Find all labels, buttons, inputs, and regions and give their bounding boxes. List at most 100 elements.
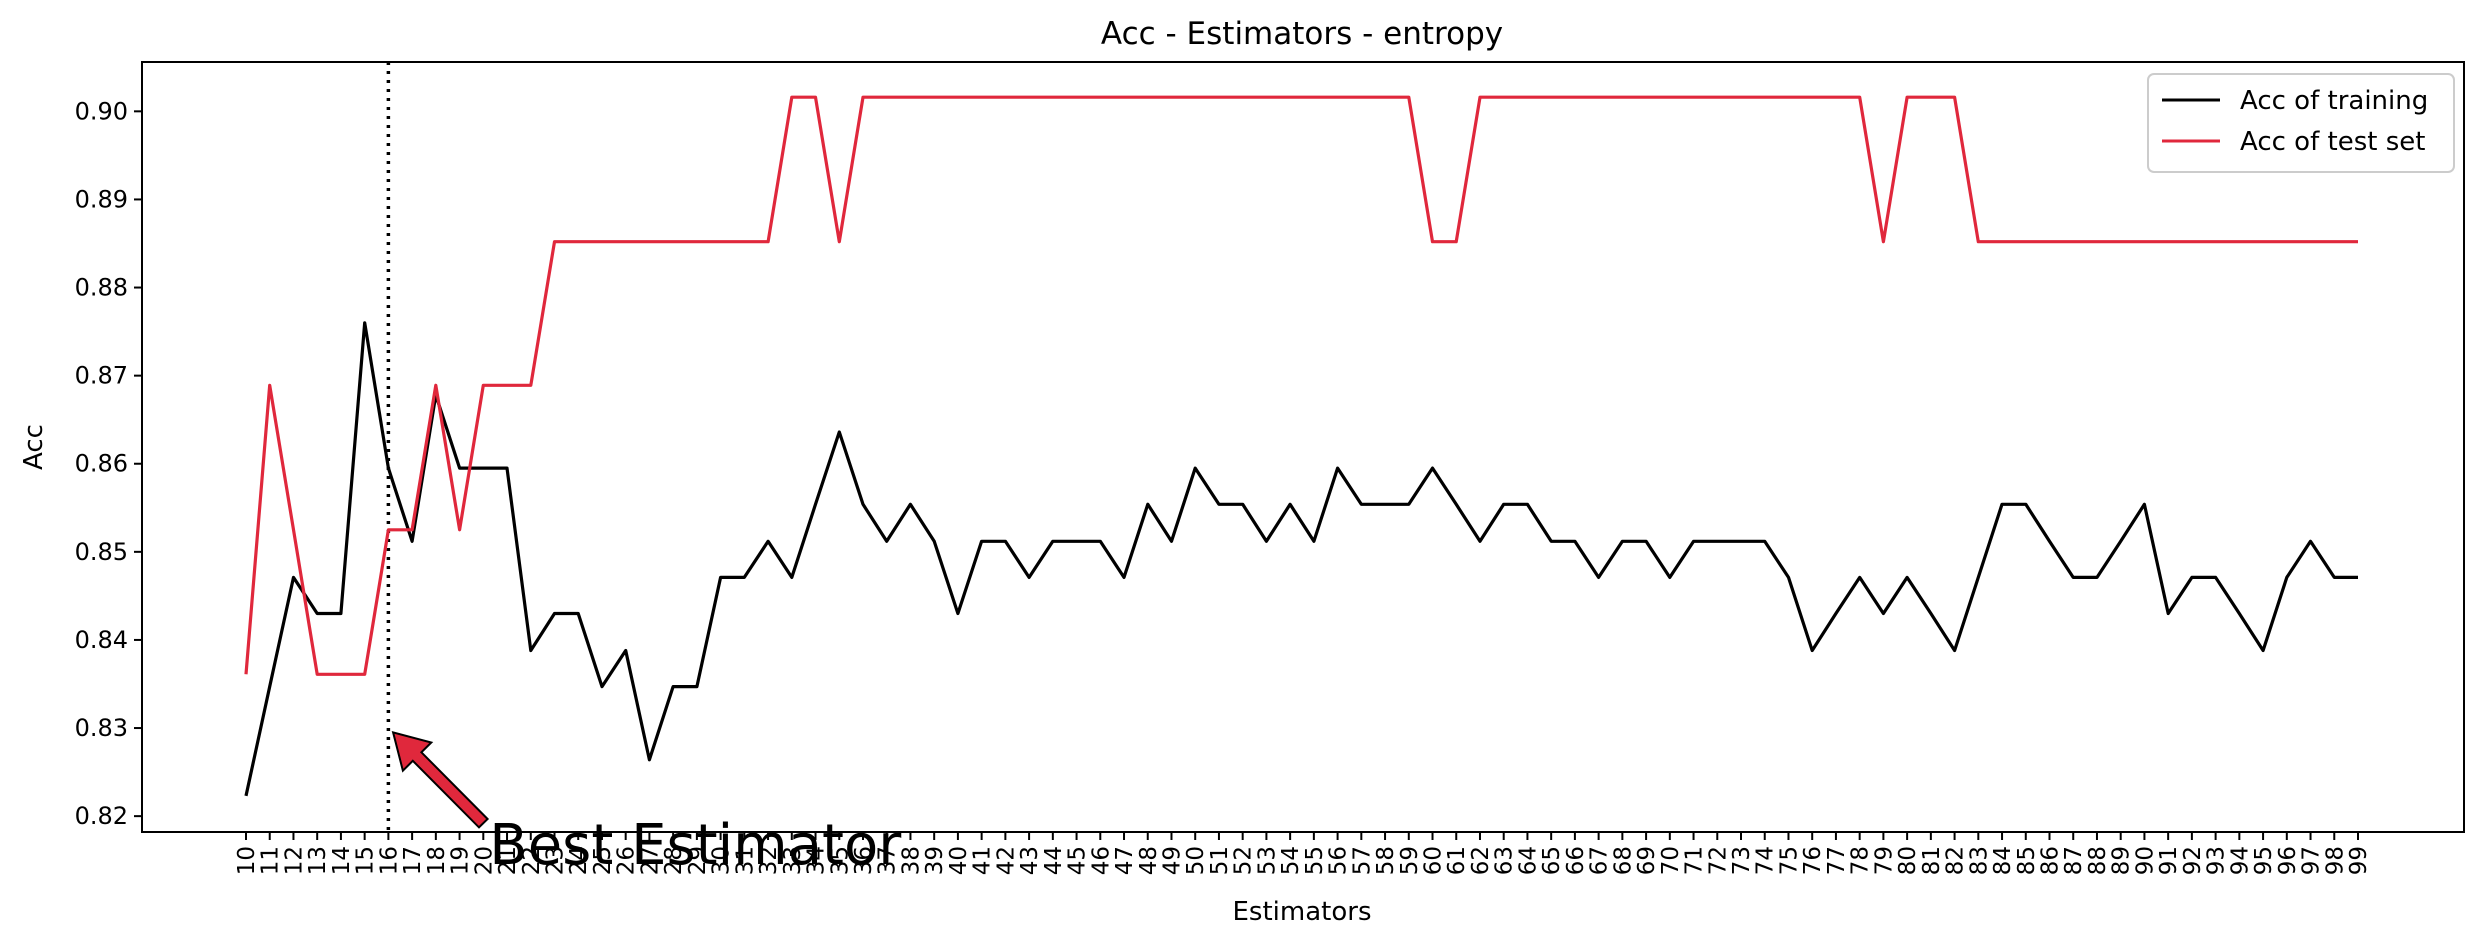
- x-tick-label: 32: [756, 846, 782, 875]
- x-tick-label: 30: [709, 846, 735, 875]
- x-tick-label: 19: [448, 846, 474, 875]
- x-tick-label: 84: [1990, 846, 2016, 875]
- x-tick-label: 34: [804, 846, 830, 875]
- x-tick-label: 42: [993, 846, 1019, 875]
- x-tick-label: 92: [2180, 846, 2206, 875]
- x-tick-label: 43: [1017, 846, 1043, 875]
- x-axis-label: Estimators: [1233, 897, 1372, 927]
- x-tick-label: 65: [1539, 846, 1565, 875]
- y-axis-label: Acc: [19, 424, 49, 470]
- x-tick-label: 82: [1943, 846, 1969, 875]
- x-tick-label: 16: [376, 846, 402, 875]
- x-tick-label: 62: [1468, 846, 1494, 875]
- annotation-arrow: [391, 730, 490, 829]
- x-tick-label: 26: [614, 846, 640, 875]
- series-group: [244, 95, 2358, 797]
- x-tick-label: 74: [1753, 846, 1779, 875]
- x-tick-label: 52: [1231, 846, 1257, 875]
- y-tick-label: 0.89: [75, 185, 128, 213]
- x-tick-label: 33: [780, 846, 806, 875]
- x-tick-label: 76: [1800, 846, 1826, 875]
- y-axis: 0.82 0.83 0.84 0.85 0.86 0.87 0.88 0.89 0.90: [75, 97, 142, 830]
- x-tick-label: 35: [827, 846, 853, 875]
- x-tick-label: 71: [1682, 846, 1708, 875]
- x-tick-label: 55: [1302, 846, 1328, 875]
- x-tick-label: 50: [1183, 846, 1209, 875]
- x-axis: 1011121314151617181920212223242526272829…: [234, 832, 2372, 875]
- x-tick-label: 72: [1705, 846, 1731, 875]
- x-tick-label: 57: [1349, 846, 1375, 875]
- x-tick-label: 23: [542, 846, 568, 875]
- y-tick-label: 0.90: [75, 97, 128, 125]
- x-tick-label: 38: [898, 846, 924, 875]
- chart-title: Acc - Estimators - entropy: [1101, 16, 1503, 52]
- x-tick-label: 14: [329, 846, 355, 875]
- x-tick-label: 96: [2275, 846, 2301, 875]
- x-tick-label: 83: [1966, 846, 1992, 875]
- x-tick-label: 17: [400, 846, 426, 875]
- x-tick-label: 93: [2204, 846, 2230, 875]
- x-tick-label: 79: [1871, 846, 1897, 875]
- legend: Acc of training Acc of test set: [2147, 73, 2455, 173]
- x-tick-label: 36: [851, 846, 877, 875]
- x-tick-label: 21: [495, 846, 521, 875]
- x-tick-label: 75: [1776, 846, 1802, 875]
- x-tick-label: 73: [1729, 846, 1755, 875]
- y-tick-label: 0.83: [75, 714, 128, 742]
- x-tick-label: 37: [875, 846, 901, 875]
- x-tick-label: 25: [590, 846, 616, 875]
- y-tick-label: 0.87: [75, 362, 128, 390]
- x-tick-label: 11: [258, 846, 284, 875]
- x-tick-label: 10: [234, 846, 260, 875]
- x-tick-label: 13: [305, 846, 331, 875]
- x-tick-label: 51: [1207, 846, 1233, 875]
- x-tick-label: 39: [922, 846, 948, 875]
- x-tick-label: 41: [970, 846, 996, 875]
- x-tick-label: 58: [1373, 846, 1399, 875]
- y-tick-label: 0.88: [75, 274, 128, 302]
- x-tick-label: 15: [353, 846, 379, 875]
- x-tick-label: 27: [637, 846, 663, 875]
- x-tick-label: 12: [281, 846, 307, 875]
- x-tick-label: 60: [1421, 846, 1447, 875]
- x-tick-label: 63: [1492, 846, 1518, 875]
- x-tick-label: 81: [1919, 846, 1945, 875]
- x-tick-label: 61: [1444, 846, 1470, 875]
- x-tick-label: 40: [946, 846, 972, 875]
- x-tick-label: 47: [1112, 846, 1138, 875]
- legend-label-test: Acc of test set: [2240, 127, 2425, 157]
- x-tick-label: 24: [566, 846, 592, 875]
- x-tick-label: 94: [2227, 846, 2253, 875]
- x-tick-label: 98: [2322, 846, 2348, 875]
- x-tick-label: 64: [1515, 846, 1541, 875]
- x-tick-label: 56: [1326, 846, 1352, 875]
- x-tick-label: 18: [424, 846, 450, 875]
- x-tick-label: 85: [2014, 846, 2040, 875]
- legend-label-training: Acc of training: [2240, 86, 2428, 116]
- x-tick-label: 95: [2251, 846, 2277, 875]
- x-tick-label: 54: [1278, 846, 1304, 875]
- x-tick-label: 22: [519, 846, 545, 875]
- x-tick-label: 46: [1088, 846, 1114, 875]
- x-tick-label: 89: [2109, 846, 2135, 875]
- y-tick-label: 0.84: [75, 626, 128, 654]
- x-tick-label: 48: [1136, 846, 1162, 875]
- x-tick-label: 88: [2085, 846, 2111, 875]
- y-tick-label: 0.85: [75, 538, 128, 566]
- x-tick-label: 97: [2299, 846, 2325, 875]
- x-tick-label: 99: [2346, 846, 2372, 875]
- annotation-text: Best Estimator: [489, 813, 902, 878]
- x-tick-label: 29: [685, 846, 711, 875]
- x-tick-label: 45: [1065, 846, 1091, 875]
- x-tick-label: 31: [732, 846, 758, 875]
- x-tick-label: 68: [1610, 846, 1636, 875]
- x-tick-label: 80: [1895, 846, 1921, 875]
- legend-box: [2147, 73, 2455, 173]
- y-tick-label: 0.86: [75, 450, 128, 478]
- x-tick-label: 59: [1397, 846, 1423, 875]
- series-line-1: [244, 95, 2358, 676]
- x-tick-label: 86: [2038, 846, 2064, 875]
- x-tick-label: 66: [1563, 846, 1589, 875]
